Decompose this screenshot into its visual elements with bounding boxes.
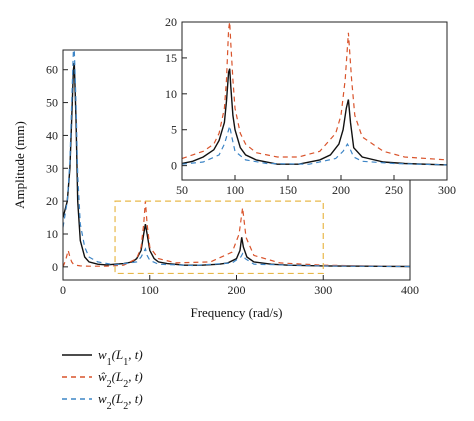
legend-label-3: w2(L2, t) (98, 391, 143, 412)
inset-xtick-label-2: 150 (279, 183, 297, 197)
main-y-axis-label: Amplitude (mm) (12, 121, 27, 209)
inset-panel: 50 100 150 200 250 300 0 5 10 15 20 (165, 15, 456, 197)
main-series-line-3 (63, 50, 410, 268)
main-ytick-label-3: 30 (46, 161, 58, 175)
main-xtick-label-1: 100 (141, 283, 159, 297)
inset-frame (181, 21, 448, 181)
main-series-line-2 (63, 201, 410, 268)
inset-ytick-label-4: 20 (165, 15, 177, 29)
main-ytick-label-4: 40 (46, 128, 58, 142)
legend: w1(L1, t)ŵ2(L2, t)w2(L2, t) (62, 347, 143, 412)
main-xtick-label-2: 200 (228, 283, 246, 297)
zoom-box (114, 200, 324, 275)
inset-ytick-label-2: 10 (165, 87, 177, 101)
main-ytick-label-2: 20 (46, 194, 58, 208)
legend-label-1: w1(L1, t) (98, 347, 143, 368)
inset-ytick-label-1: 5 (171, 123, 177, 137)
main-x-axis-label: Frequency (rad/s) (190, 305, 282, 320)
inset-series-line-2 (182, 22, 447, 161)
main-xtick-label-4: 400 (401, 283, 419, 297)
main-xtick-label-0: 0 (60, 283, 66, 297)
main-ytick-label-5: 50 (46, 96, 58, 110)
inset-series-group (182, 22, 447, 166)
main-ytick-label-0: 0 (52, 260, 58, 274)
main-xtick-label-3: 300 (314, 283, 332, 297)
inset-xtick-label-3: 200 (332, 183, 350, 197)
inset-xtick-label-5: 300 (438, 183, 456, 197)
inset-xtick-label-4: 250 (385, 183, 403, 197)
main-series-group (63, 50, 410, 268)
legend-label-2: ŵ2(L2, t) (98, 369, 143, 390)
inset-xtick-label-1: 100 (226, 183, 244, 197)
inset-ytick-label-3: 15 (165, 51, 177, 65)
main-ytick-label-1: 10 (46, 227, 58, 241)
inset-xtick-label-0: 50 (176, 183, 188, 197)
inset-plot-area (182, 22, 447, 180)
inset-series-line-3 (182, 125, 447, 166)
inset-series-line-1 (182, 68, 447, 166)
main-ytick-label-6: 60 (46, 63, 58, 77)
inset-ytick-label-0: 0 (171, 159, 177, 173)
